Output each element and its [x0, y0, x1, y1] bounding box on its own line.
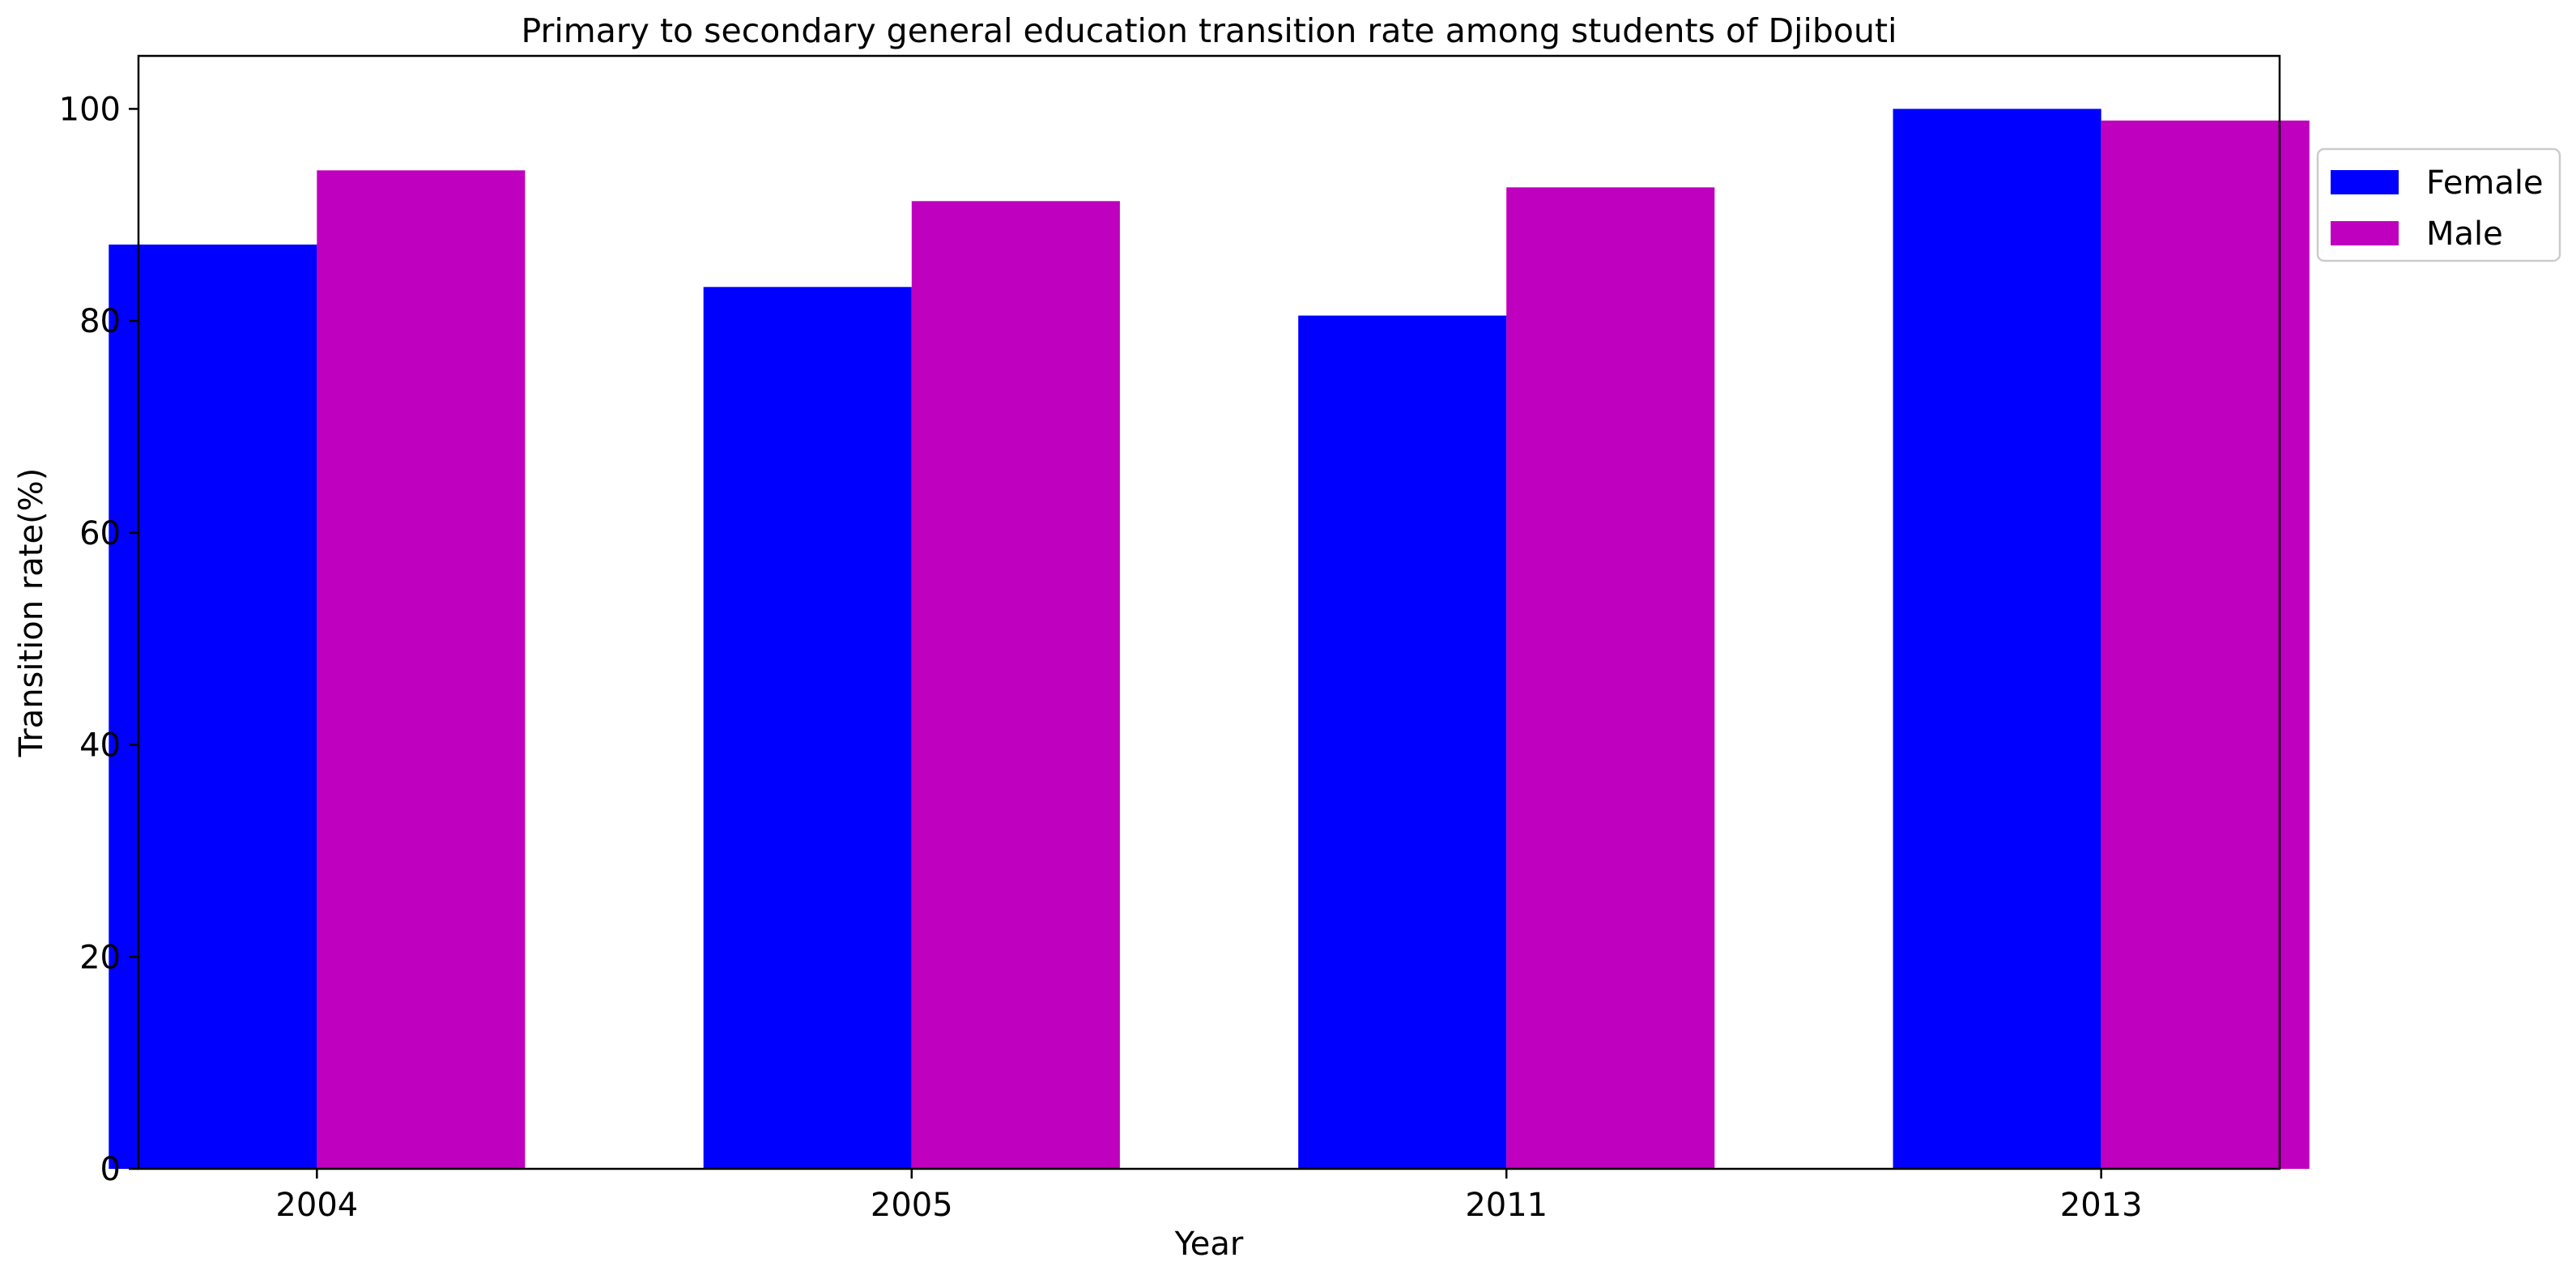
bar-female-2005 [703, 287, 912, 1169]
chart-title: Primary to secondary general education t… [522, 11, 1897, 50]
bar-male-2013 [2101, 120, 2310, 1169]
y-tick-label: 60 [79, 515, 121, 552]
bar-female-2004 [109, 244, 317, 1169]
y-tick-label: 40 [79, 727, 121, 765]
bar-male-2004 [317, 170, 526, 1169]
x-tick-label: 2013 [2060, 1187, 2143, 1224]
x-axis: 2004 2005 2011 2013 [275, 1169, 2143, 1224]
y-axis-title: Transition rate(%) [13, 468, 50, 758]
bar-female-2011 [1298, 315, 1507, 1170]
legend: Female Male [2316, 147, 2561, 262]
plot-frame [137, 54, 2281, 1170]
legend-swatch-male [2331, 221, 2399, 245]
x-tick-label: 2011 [1465, 1187, 1548, 1224]
bar-male-2005 [911, 201, 1120, 1169]
bar-male-2011 [1506, 187, 1715, 1169]
y-axis: 0 20 40 60 80 100 [59, 91, 138, 1188]
y-tick-label: 100 [59, 91, 121, 128]
y-tick-label: 0 [100, 1151, 121, 1188]
bar-female-2013 [1893, 109, 2101, 1169]
y-tick-label: 80 [79, 303, 121, 340]
x-tick-label: 2005 [871, 1187, 953, 1224]
x-axis-title: Year [1174, 1226, 1244, 1263]
y-tick-label: 20 [79, 939, 121, 976]
legend-swatch-female [2331, 170, 2399, 194]
legend-label-female: Female [2426, 164, 2544, 202]
x-tick-label: 2004 [275, 1187, 358, 1224]
legend-label-male: Male [2426, 215, 2503, 253]
bars-group [109, 109, 2310, 1170]
